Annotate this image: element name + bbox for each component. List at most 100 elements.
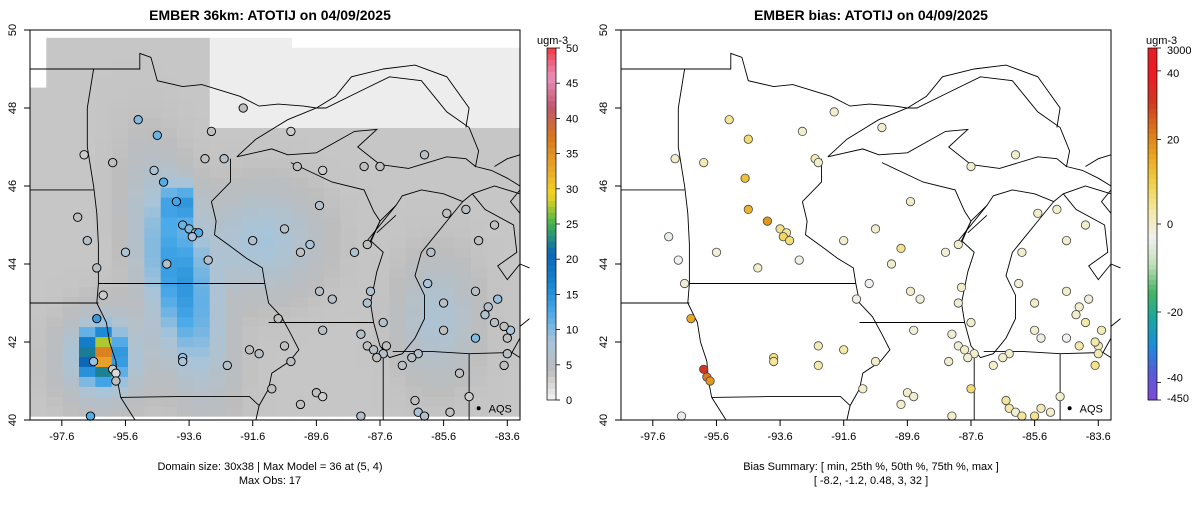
colorbar-swatch [1148, 394, 1157, 401]
colorbar-swatch [547, 141, 556, 149]
heatmap-cell [471, 296, 488, 308]
heatmap-cell [405, 77, 423, 89]
heatmap-cell [324, 366, 341, 377]
heatmap-cell [291, 127, 309, 138]
station-point [407, 352, 417, 363]
bias-point [870, 224, 881, 234]
heatmap-cell [405, 147, 423, 158]
bias-point [905, 197, 916, 207]
heatmap-cell [242, 356, 260, 367]
bias-point [896, 243, 906, 253]
heatmap-cell [405, 167, 423, 178]
heatmap-cell [95, 366, 113, 377]
heatmap-cell [275, 366, 292, 377]
heatmap-cell [454, 167, 472, 178]
bias-point [896, 399, 906, 409]
boundary-line [907, 64, 1061, 128]
heatmap-cell [30, 396, 47, 407]
heatmap-cell [111, 336, 129, 348]
heatmap-cell [193, 336, 211, 348]
heatmap-cell [111, 236, 129, 248]
heatmap-cell [438, 117, 456, 128]
heatmap-cell [242, 227, 260, 238]
heatmap-cell [128, 276, 145, 288]
heatmap-cell [111, 67, 129, 79]
heatmap-cell [487, 187, 505, 198]
heatmap-cell [487, 326, 505, 338]
colorbar-swatch [547, 206, 556, 213]
station-point [85, 411, 96, 421]
heatmap-cell [242, 376, 260, 387]
heatmap-cell [30, 87, 47, 99]
colorbar-swatch [1148, 88, 1157, 94]
heatmap-cell [454, 177, 472, 188]
heatmap-cell [177, 336, 194, 348]
heatmap-cell [30, 127, 47, 138]
heatmap-cell [324, 376, 341, 387]
heatmap-cell [209, 356, 227, 367]
heatmap-cell [160, 356, 178, 367]
heatmap-cell [95, 246, 113, 258]
heatmap-cell [111, 406, 129, 417]
heatmap-cell [160, 236, 178, 248]
colorbar-swatch [1148, 344, 1157, 351]
boundary-line [983, 350, 1061, 355]
colorbar-tick-label: 5 [566, 360, 572, 372]
heatmap-cell [209, 276, 227, 288]
heatmap-cell [209, 77, 227, 89]
bias-point [963, 352, 973, 363]
heatmap-cell [95, 227, 113, 238]
heatmap-cell [258, 346, 276, 357]
bias-point [1074, 302, 1084, 312]
bias-point [1045, 407, 1056, 417]
heatmap-cell [111, 167, 129, 178]
heatmap-cell [177, 266, 194, 278]
heatmap-cell [275, 326, 292, 338]
heatmap-cell [209, 396, 227, 407]
heatmap-cell [95, 137, 113, 148]
heatmap-cell [46, 217, 64, 228]
right-aqs-marker [1067, 406, 1072, 411]
station-point [372, 352, 382, 363]
x-tick-label: -91.6 [240, 431, 265, 443]
bias-point [664, 232, 674, 242]
heatmap-cell [405, 236, 423, 248]
colorbar-swatch [547, 241, 556, 248]
heatmap-cell [111, 227, 129, 238]
heatmap-cell [340, 276, 358, 288]
heatmap-cell [79, 276, 96, 288]
heatmap-cell [340, 286, 358, 298]
heatmap-cell [471, 266, 488, 278]
heatmap-cell [46, 67, 64, 79]
heatmap-cell [46, 187, 64, 198]
heatmap-cell [160, 346, 178, 357]
heatmap-cell [111, 157, 129, 168]
colorbar-swatch [1148, 143, 1157, 149]
heatmap-cell [95, 326, 113, 338]
heatmap-cell [307, 107, 325, 119]
heatmap-cell [275, 276, 292, 288]
heatmap-cell [226, 197, 243, 208]
heatmap-cell [209, 336, 227, 348]
boundary-line [711, 396, 851, 406]
colorbar-swatch [547, 353, 556, 360]
station-point [442, 208, 452, 218]
heatmap-cell [226, 57, 243, 69]
heatmap-cell [324, 236, 341, 248]
heatmap-cell [291, 187, 309, 198]
heatmap-cell [62, 386, 80, 397]
heatmap-cell [62, 236, 80, 248]
x-tick-label: -89.6 [895, 431, 920, 443]
heatmap-cell [340, 157, 358, 168]
heatmap-cell [128, 227, 145, 238]
heatmap-cell [291, 256, 309, 268]
heatmap-cell [340, 187, 358, 198]
boundary-line [471, 193, 530, 281]
heatmap-cell [258, 266, 276, 278]
heatmap-cell [454, 276, 472, 288]
heatmap-cell [226, 396, 243, 407]
heatmap-cell [438, 57, 456, 69]
heatmap-cell [193, 137, 211, 148]
station-point [254, 349, 264, 359]
heatmap-cell [46, 306, 64, 318]
